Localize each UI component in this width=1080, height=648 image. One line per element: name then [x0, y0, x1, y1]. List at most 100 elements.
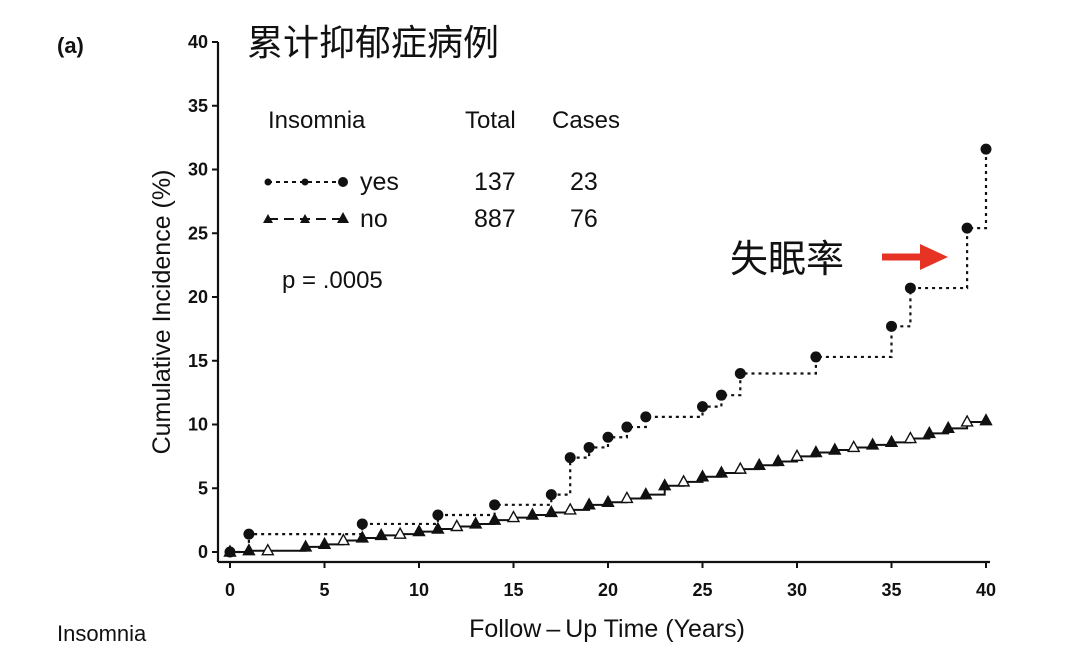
x-tick-label: 5	[319, 580, 329, 600]
x-tick-label: 25	[692, 580, 712, 600]
legend-header-cases: Cases	[552, 107, 620, 134]
data-point-no	[714, 465, 729, 478]
legend-cases-yes: 23	[570, 168, 598, 196]
data-point-no	[771, 454, 785, 467]
data-point-no	[544, 505, 558, 518]
data-point-no	[847, 439, 861, 453]
data-point-yes	[904, 282, 916, 294]
y-tick-label: 5	[198, 478, 208, 498]
data-point-no	[790, 448, 804, 462]
data-point-yes	[810, 351, 822, 363]
data-point-no	[658, 478, 672, 491]
legend-header-group: Insomnia	[268, 107, 366, 134]
annotation-arrow-icon	[882, 244, 948, 270]
data-point-yes	[640, 411, 652, 423]
data-point-yes	[432, 509, 444, 521]
legend: Insomnia Total Cases yes 137 23 no 887 7…	[263, 107, 620, 294]
legend-triangle-marker-icon	[263, 214, 273, 223]
data-point-no	[487, 512, 502, 525]
data-point-no	[431, 521, 445, 534]
data-point-yes	[734, 368, 746, 379]
data-point-no	[563, 502, 577, 515]
y-axis-label: Cumulative Incidence (%)	[148, 170, 176, 455]
x-tick-label: 40	[976, 580, 996, 600]
y-tick-label: 40	[188, 32, 208, 52]
data-point-yes	[961, 222, 973, 234]
data-point-no	[450, 519, 464, 532]
axis-ticks: 0 5 10 15 20 25 30 35 40 0 5 10 15 20 25 30 35 40	[188, 32, 996, 600]
x-tick-label: 15	[503, 580, 523, 600]
y-tick-label: 20	[188, 287, 208, 307]
legend-header-total: Total	[465, 107, 516, 134]
data-point-no	[469, 516, 483, 529]
data-point-no	[261, 543, 275, 556]
data-point-no	[941, 420, 955, 434]
data-point-yes	[489, 499, 501, 511]
data-point-no	[242, 543, 256, 556]
data-point-no	[336, 533, 351, 546]
insomnia-rate-annotation: 失眠率	[730, 239, 844, 281]
legend-total-no: 887	[474, 205, 516, 233]
data-point-no	[676, 474, 691, 487]
x-tick-label: 20	[598, 580, 618, 600]
panel-label: (a)	[57, 33, 84, 58]
data-point-no	[620, 490, 634, 504]
data-point-no	[865, 437, 880, 450]
data-point-no	[317, 536, 332, 550]
data-point-no	[412, 524, 426, 537]
x-axis-label: Follow – Up Time (Years)	[469, 615, 745, 643]
data-point-yes	[886, 320, 897, 332]
data-point-yes	[356, 518, 368, 530]
x-tick-label: 30	[787, 580, 807, 600]
data-point-no	[752, 457, 766, 470]
legend-circle-marker-icon	[338, 177, 348, 187]
legend-circle-marker-icon	[264, 178, 272, 186]
legend-cases-no: 76	[570, 205, 598, 233]
x-tick-label: 0	[225, 580, 235, 600]
data-point-no	[601, 494, 615, 507]
series-line-yes	[230, 149, 988, 554]
legend-row-yes: yes 137 23	[264, 168, 598, 196]
data-point-yes	[697, 401, 708, 413]
data-point-no	[355, 530, 369, 543]
legend-label-yes: yes	[360, 168, 399, 196]
data-point-no	[506, 510, 521, 523]
axes	[216, 42, 990, 564]
data-point-no	[582, 497, 596, 510]
y-tick-label: 35	[188, 96, 208, 116]
data-point-yes	[715, 389, 727, 401]
data-point-yes	[583, 441, 595, 453]
data-point-no	[393, 526, 407, 539]
data-point-yes	[545, 489, 557, 501]
top-annotation: 累计抑郁症病例	[247, 22, 499, 63]
x-tick-label: 35	[881, 580, 901, 600]
data-point-no	[884, 434, 899, 448]
data-point-no	[639, 487, 653, 500]
bottom-group-label: Insomnia	[57, 621, 147, 646]
data-point-no	[298, 539, 313, 552]
p-value: p = .0005	[282, 267, 383, 294]
legend-triangle-marker-icon	[300, 214, 310, 223]
data-point-no	[979, 413, 993, 426]
data-point-no	[960, 414, 974, 427]
data-point-yes	[621, 421, 633, 433]
y-tick-label: 0	[198, 542, 208, 562]
data-point-no	[903, 431, 918, 444]
data-point-no	[525, 507, 540, 520]
y-tick-label: 25	[188, 223, 208, 243]
data-point-yes	[243, 528, 255, 540]
data-point-yes	[980, 143, 992, 155]
data-point-no	[223, 544, 237, 557]
data-point-no	[922, 425, 936, 439]
data-point-no	[828, 442, 842, 455]
marker-layer	[223, 143, 993, 558]
data-point-no	[733, 461, 747, 474]
data-point-no	[809, 445, 823, 458]
legend-label-no: no	[360, 205, 388, 233]
y-tick-label: 10	[188, 415, 208, 435]
data-point-no	[374, 527, 388, 541]
legend-row-no: no 887 76	[263, 205, 598, 233]
legend-circle-marker-icon	[301, 178, 309, 186]
legend-total-yes: 137	[474, 168, 516, 196]
